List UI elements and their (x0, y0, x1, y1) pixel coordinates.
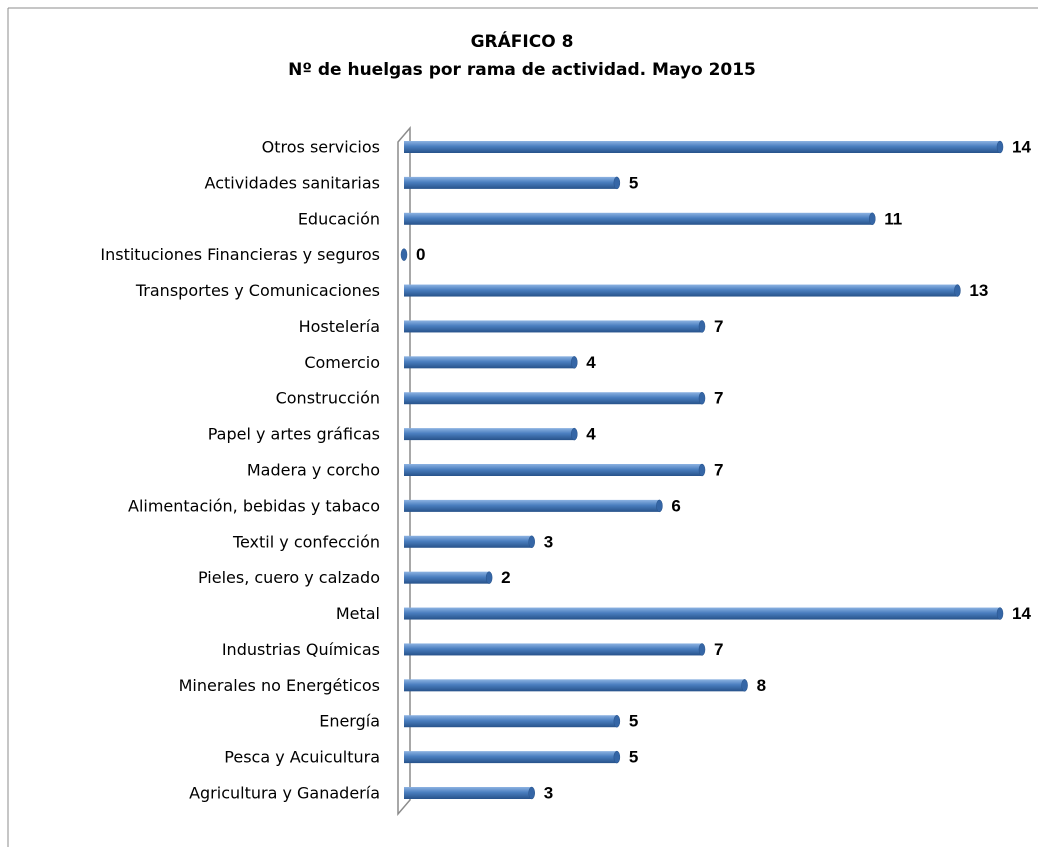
chart-title: GRÁFICO 8 (471, 30, 574, 52)
bar-body (404, 176, 617, 189)
bar-body (404, 679, 745, 692)
value-label: 4 (586, 425, 596, 444)
bar-body (404, 751, 617, 764)
bar (404, 356, 578, 369)
bar (404, 284, 961, 297)
bar-cap (698, 463, 706, 477)
y-tick-label: Papel y artes gráficas (208, 425, 380, 444)
bar-cap (698, 643, 706, 656)
y-tick-label: Educación (298, 209, 380, 228)
value-label: 3 (544, 783, 553, 802)
y-tick-label: Construcción (276, 389, 380, 408)
bar-body (404, 607, 1000, 620)
y-tick-label: Instituciones Financieras y seguros (100, 245, 380, 264)
bar-cap (485, 571, 493, 584)
bar (404, 320, 706, 333)
bar (404, 750, 621, 764)
value-label: 7 (714, 640, 723, 659)
bar-body (404, 499, 660, 512)
y-tick-label: Metal (336, 604, 380, 623)
bar-cap (996, 140, 1004, 154)
bar (400, 248, 408, 261)
value-label: 5 (629, 712, 638, 731)
y-tick-label: Pieles, cuero y calzado (198, 568, 380, 587)
y-tick-label: Energía (319, 712, 380, 731)
bar-body (404, 392, 702, 405)
value-label: 8 (757, 676, 766, 695)
bar-cap (528, 535, 535, 549)
bar (404, 391, 706, 405)
value-label: 7 (714, 460, 723, 479)
bar-cap (613, 750, 621, 764)
bar-body (404, 535, 532, 548)
y-tick-label: Alimentación, bebidas y tabaco (128, 496, 380, 515)
bar-body (404, 356, 575, 369)
bar (404, 176, 621, 190)
value-label: 5 (629, 173, 638, 192)
y-tick-label: Agricultura y Ganadería (189, 784, 380, 803)
bar (404, 571, 493, 584)
value-label: 11 (884, 209, 902, 228)
bar-cap (656, 499, 663, 513)
bar-body (404, 715, 617, 728)
bar-cap (869, 212, 876, 226)
bar-cap (954, 284, 961, 297)
y-tick-label: Comercio (304, 353, 380, 372)
bar-body (404, 212, 873, 225)
bar-body (404, 571, 490, 584)
value-label: 14 (1012, 604, 1031, 623)
bar-cap (528, 786, 535, 800)
bar (404, 140, 1004, 154)
value-label: 7 (714, 389, 723, 408)
bar-body (404, 284, 958, 297)
bar (404, 786, 535, 800)
y-tick-label: Madera y corcho (247, 461, 380, 480)
bar-cap (996, 607, 1004, 620)
bar-cap (400, 248, 408, 261)
y-tick-label: Otros servicios (262, 138, 380, 157)
y-tick-label: Textil y confección (232, 532, 380, 551)
value-label: 4 (586, 353, 596, 372)
bar (404, 463, 706, 477)
value-label: 2 (501, 568, 510, 587)
bar-cap (698, 391, 706, 405)
bar-cap (613, 714, 621, 728)
value-label: 13 (969, 281, 988, 300)
bar (404, 499, 663, 513)
bar-body (404, 643, 702, 656)
bar-cap (741, 679, 748, 692)
value-label: 7 (714, 317, 723, 336)
bar-body (404, 787, 532, 799)
bar-body (404, 320, 702, 333)
bar-cap (571, 427, 578, 441)
bars (400, 140, 1004, 800)
bar-body (404, 428, 575, 441)
y-tick-label: Minerales no Energéticos (179, 676, 380, 695)
bar (404, 212, 876, 226)
bar (404, 714, 621, 728)
y-tick-label: Transportes y Comunicaciones (135, 281, 380, 300)
bar (404, 427, 578, 441)
y-tick-label: Pesca y Acuicultura (224, 748, 380, 767)
bar (404, 679, 748, 692)
bar-cap (571, 356, 578, 369)
value-label: 14 (1012, 137, 1031, 156)
bar (404, 643, 706, 656)
bar-cap (613, 176, 621, 190)
y-tick-label: Hostelería (299, 317, 380, 336)
y-tick-label: Actividades sanitarias (205, 173, 380, 192)
value-label: 6 (671, 496, 680, 515)
bar-body (404, 141, 1000, 153)
y-tick-label: Industrias Químicas (222, 640, 380, 659)
value-label: 0 (416, 245, 425, 264)
bar (404, 607, 1004, 620)
chart-subtitle: Nº de huelgas por rama de actividad. May… (288, 60, 756, 80)
value-label: 5 (629, 748, 638, 767)
value-label: 3 (544, 532, 553, 551)
bar (404, 535, 535, 549)
bar-body (404, 464, 702, 476)
bar-cap (698, 320, 706, 333)
